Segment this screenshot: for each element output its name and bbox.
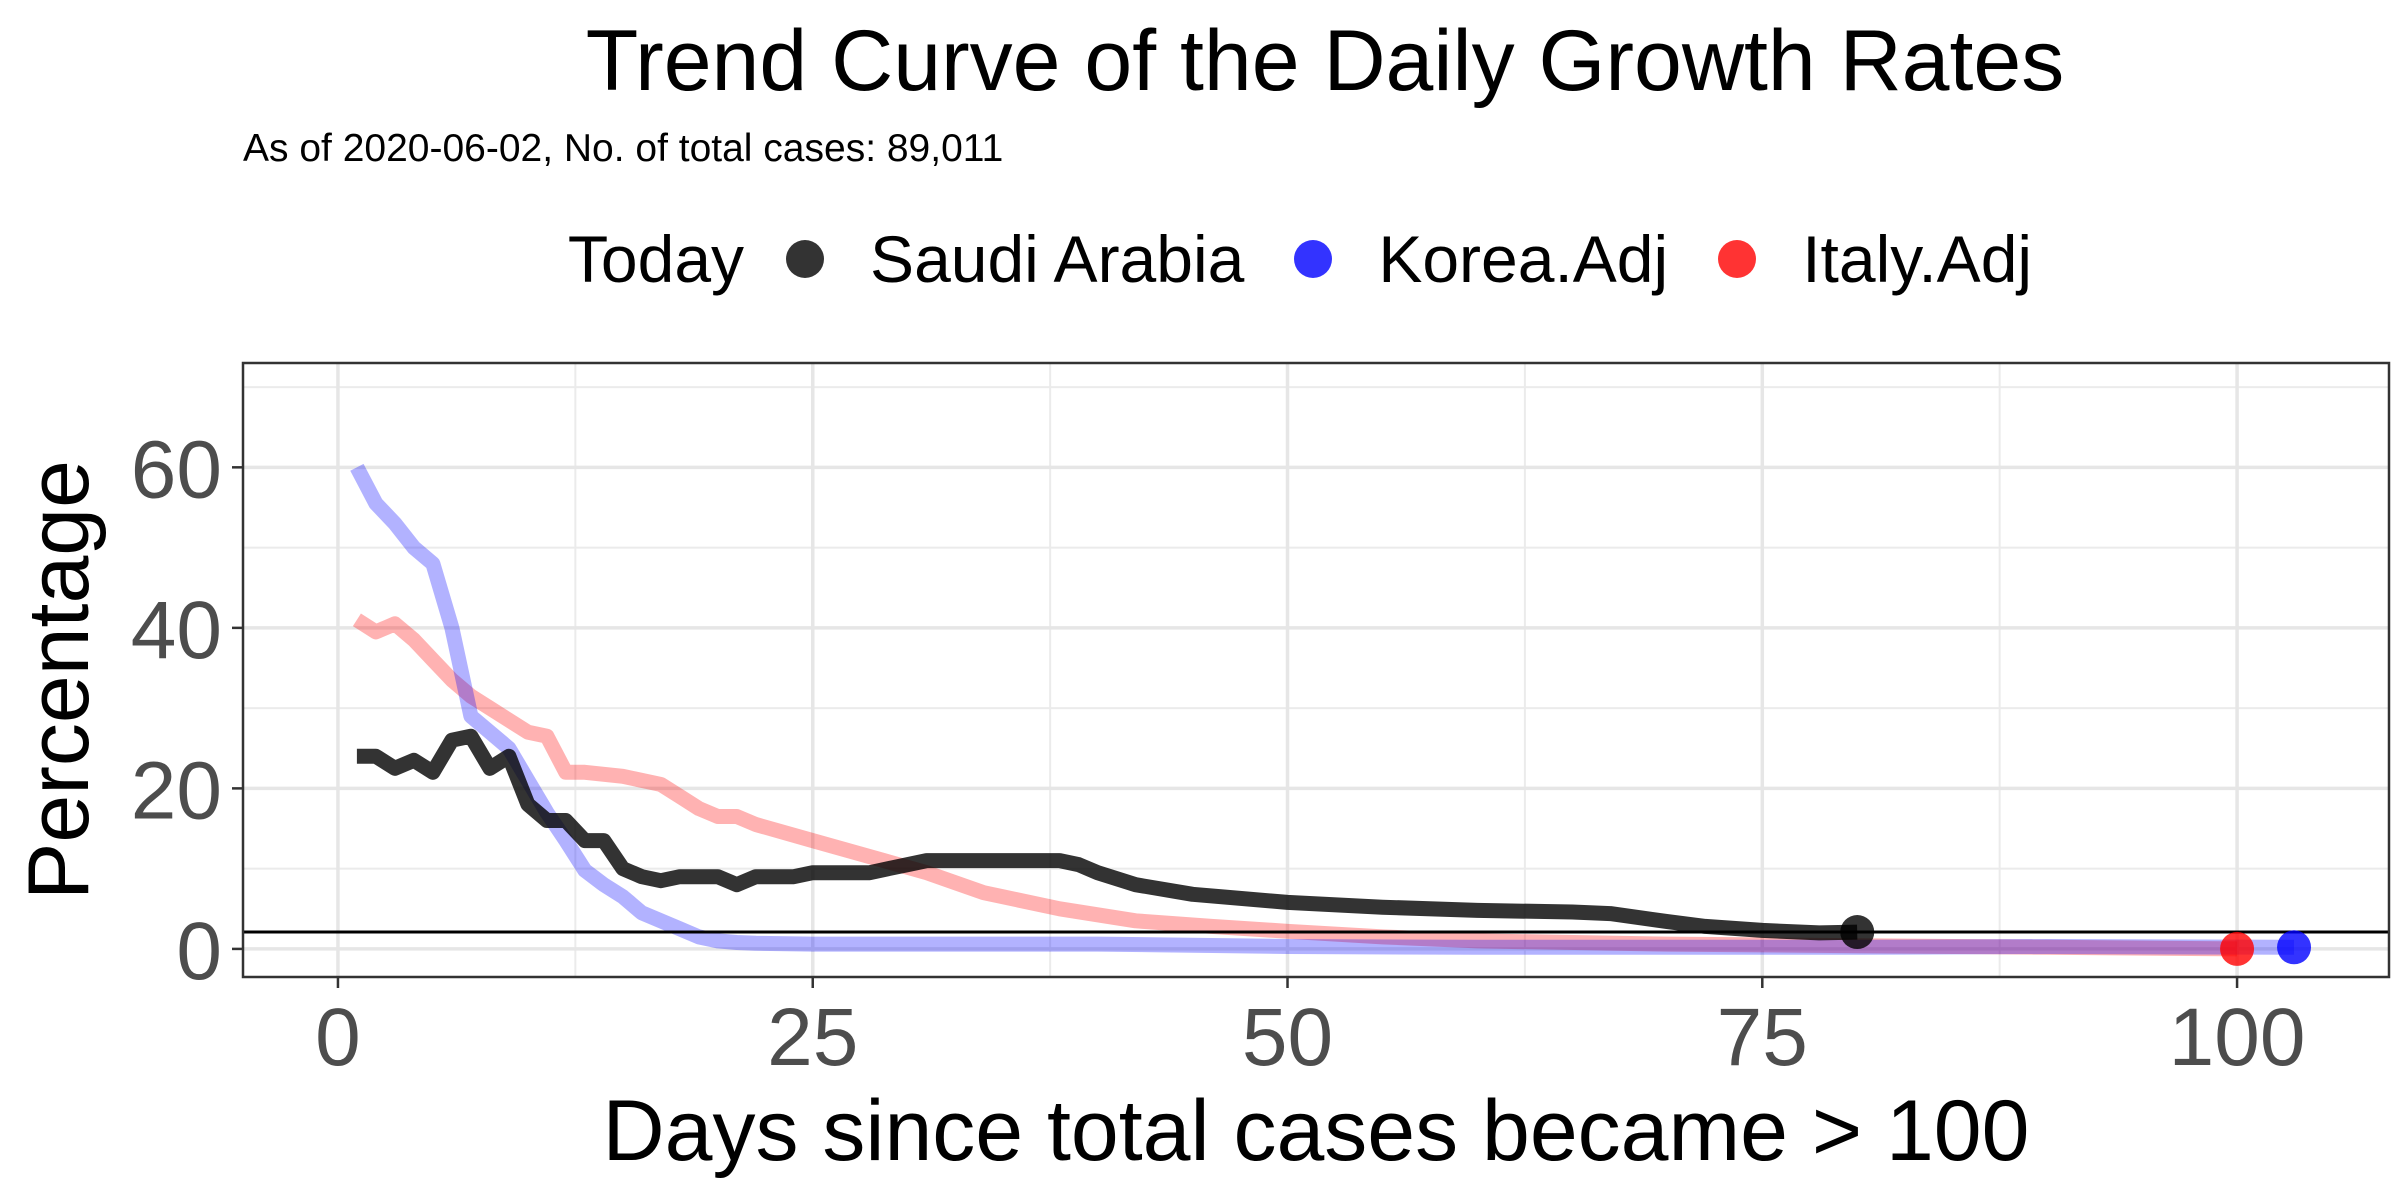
legend-label-italy: Italy.Adj [1802,222,2033,296]
x-tick-label: 25 [767,992,858,1083]
legend-label-korea: Korea.Adj [1378,222,1669,296]
legend-item-saudi-arabia: Saudi Arabia [786,221,1244,297]
x-tick-label: 0 [315,992,361,1083]
x-tick-label: 50 [1242,992,1333,1083]
today-point-italy-adj [2220,931,2255,966]
legend-key-saudi-arabia [786,240,825,278]
plot-panel [243,363,2389,977]
chart-title: Trend Curve of the Daily Growth Rates [585,13,2065,109]
y-tick-label: 60 [131,424,222,515]
x-tick-label: 100 [2169,992,2306,1083]
plot-border [241,361,2391,979]
legend-item-korea: Korea.Adj [1294,221,1668,297]
legend-label-saudi-arabia: Saudi Arabia [870,222,1245,296]
y-tick-label: 20 [131,745,222,836]
legend-title: Today [567,222,745,296]
today-point-korea-adj [2277,930,2312,965]
legend-item-italy: Italy.Adj [1718,221,2032,297]
legend: Today Saudi Arabia Korea.Adj Italy.Adj [125,214,2400,304]
x-axis-label: Days since total cases became > 100 [603,1083,2030,1179]
legend-key-italy [1718,240,1757,278]
legend-key-korea [1294,240,1333,278]
series-line-saudi-arabia [356,728,1858,941]
y-axis-label: Percentage [11,460,107,900]
series-line-korea-adj [350,463,2295,955]
y-tick-label: 0 [176,906,222,997]
series-line-italy-adj [352,613,2238,957]
today-point-saudi-arabia [1840,915,1875,950]
y-tick-label: 40 [131,585,222,676]
chart-subtitle: As of 2020-06-02, No. of total cases: 89… [243,127,1004,170]
x-tick-label: 75 [1717,992,1808,1083]
